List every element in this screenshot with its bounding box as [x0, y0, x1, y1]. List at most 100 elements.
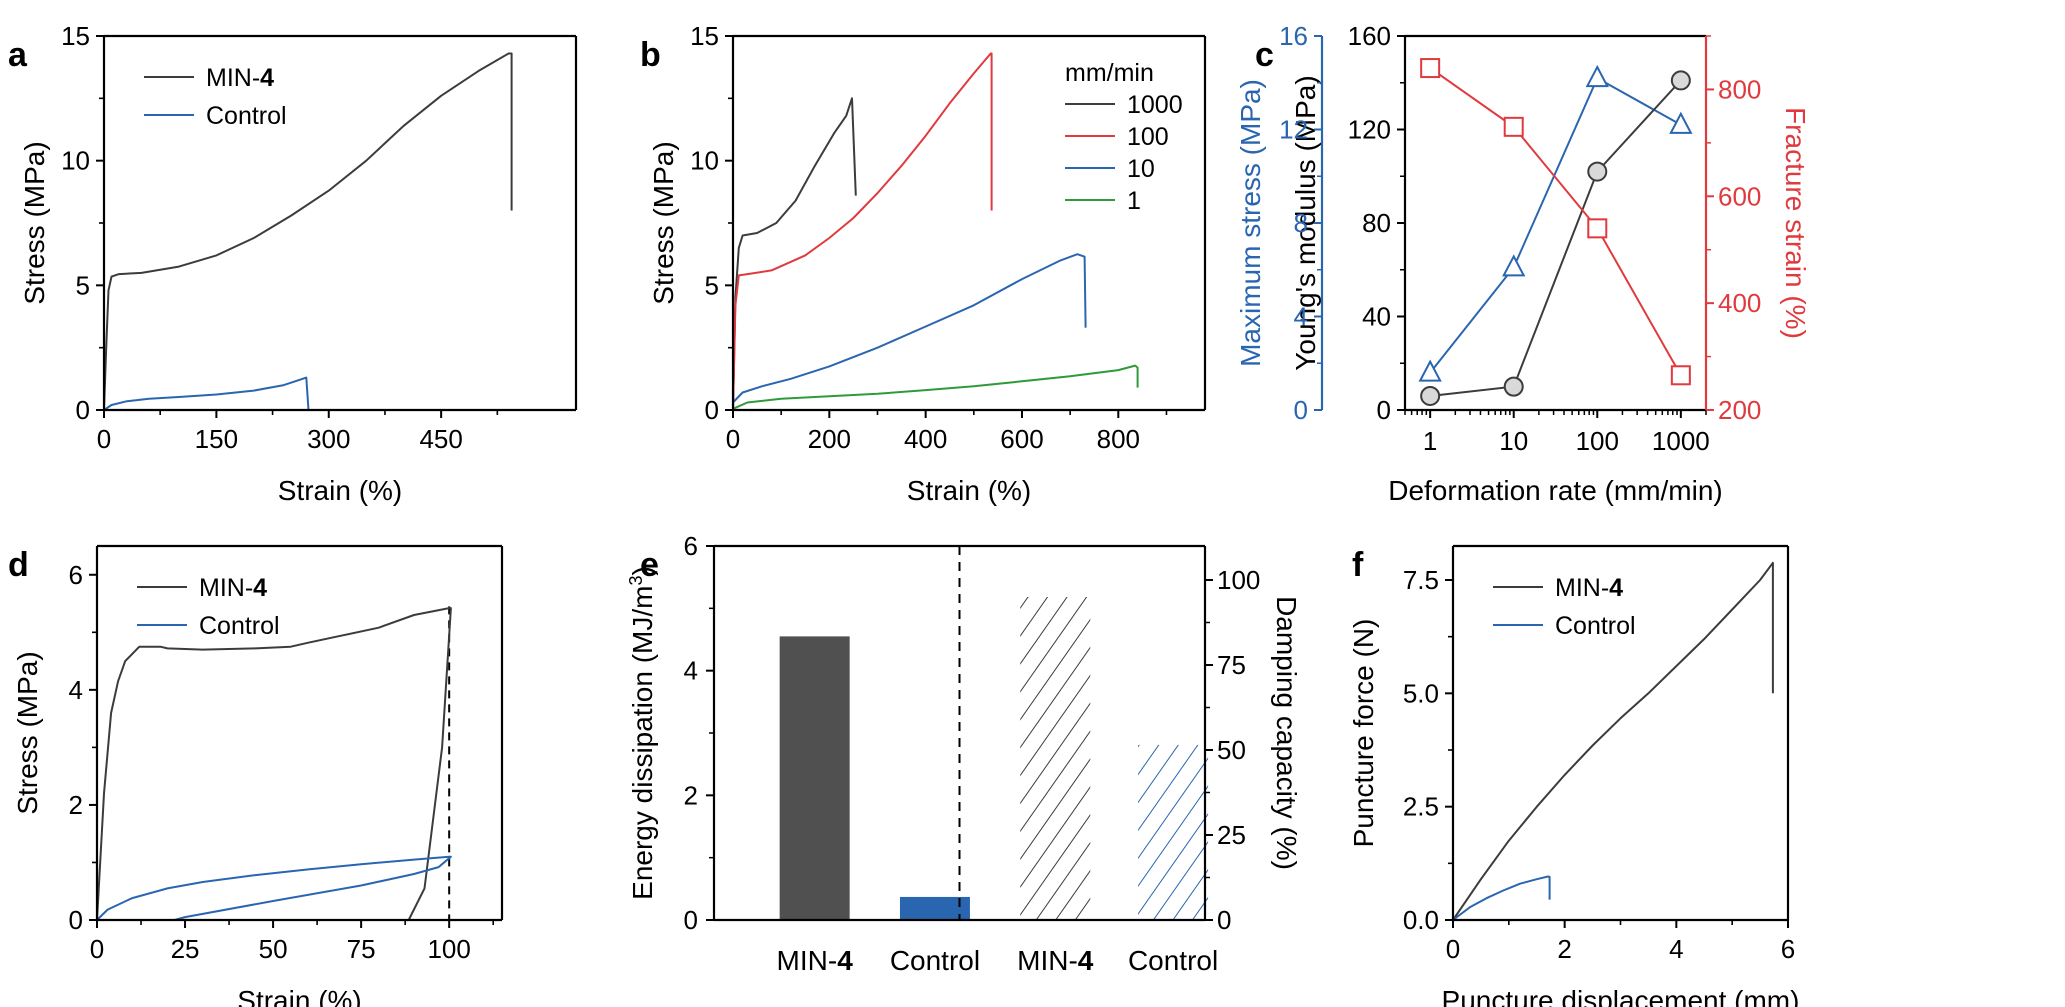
legend-label: 1000	[1127, 91, 1183, 119]
marker-square	[1420, 58, 1441, 79]
legend-entry: Control	[144, 102, 287, 130]
y-tick-label: 5.0	[1403, 678, 1439, 708]
panel-label: a	[8, 36, 28, 74]
y-tick-label: 4	[69, 675, 83, 705]
y-axis-title-text: Energy dissipation (MJ/m	[627, 586, 658, 900]
x-tick-label: 6	[1781, 934, 1795, 964]
legend-label: 100	[1127, 123, 1169, 151]
category-label-bold: 4	[837, 945, 853, 976]
x-tick-label: 0	[726, 424, 740, 454]
category-label: Control	[890, 945, 980, 976]
series-line-min-4	[103, 52, 513, 411]
category-label-text: MIN-	[1017, 945, 1078, 976]
legend-label-text: 1000	[1127, 91, 1183, 119]
y-tick-label: 4	[684, 656, 698, 686]
panel-f: f 0 2 4 6 0.0 2.5 5.0 7.5 Puncture displacement (…	[1348, 544, 1800, 1007]
category-label-text: Control	[1128, 945, 1218, 976]
category-label: MIN-4	[777, 945, 854, 976]
marker-triangle	[1669, 111, 1693, 134]
marker-triangle	[1418, 359, 1442, 382]
y-tick-label: 0	[76, 395, 90, 425]
series-line-min-4	[96, 607, 452, 921]
panel-label: c	[1255, 36, 1274, 74]
series-line-control	[103, 376, 310, 411]
series-line-1000	[732, 97, 857, 411]
series-line-1	[732, 364, 1139, 410]
x-tick-label: 600	[1000, 424, 1043, 454]
series-line-control	[1452, 875, 1551, 921]
max-stress-tick-label: 12	[1279, 115, 1308, 145]
legend-label-text: 10	[1127, 155, 1155, 183]
x-tick-label: 1	[1423, 426, 1437, 456]
y-tick-label: 2	[69, 790, 83, 820]
bar-damping-capacity	[1138, 744, 1209, 920]
legend-label: 10	[1127, 155, 1155, 183]
legend-label: MIN-4	[199, 574, 267, 602]
x-tick-label: 2	[1557, 934, 1571, 964]
series-line-max_stress	[1429, 76, 1682, 374]
legend-entry: MIN-4	[144, 64, 274, 92]
marker-square	[1587, 218, 1608, 239]
legend-label-bold: 4	[253, 574, 267, 602]
x-axis-title: Strain (%)	[237, 985, 361, 1007]
series-line-min-4	[1452, 561, 1774, 921]
fracture-tick-label: 400	[1718, 288, 1761, 318]
legend-label: Control	[1555, 612, 1636, 640]
fracture-tick-label: 200	[1718, 395, 1761, 425]
x-tick-label: 0	[1446, 934, 1460, 964]
series-line-100	[732, 52, 993, 411]
y2-tick-label: 25	[1217, 820, 1246, 850]
y-axis-title: Energy dissipation (MJ/m3)	[626, 566, 658, 900]
legend-entry: Control	[137, 612, 280, 640]
y-tick-label: 5	[76, 270, 90, 300]
y-axis-title-superscript: 3	[626, 575, 646, 585]
x-tick-label: 75	[347, 934, 376, 964]
legend-label-text: MIN-	[206, 64, 260, 92]
bar-energy-dissipation	[779, 636, 850, 920]
y-tick-label: 2	[684, 780, 698, 810]
y2-tick-label: 0	[1217, 905, 1231, 935]
x-axis-title: Strain (%)	[278, 475, 402, 506]
x-tick-label: 400	[904, 424, 947, 454]
legend-label-text: Control	[1555, 612, 1636, 640]
y-tick-label: 15	[690, 21, 719, 51]
x-tick-label: 4	[1669, 934, 1683, 964]
legend-entry: MIN-4	[1493, 574, 1623, 602]
legend-entry: MIN-4	[137, 574, 267, 602]
legend-label-text: Control	[206, 102, 287, 130]
x-tick-label: 1000	[1652, 426, 1710, 456]
x-axis-title: Strain (%)	[907, 475, 1031, 506]
max-stress-tick-label: 16	[1279, 21, 1308, 51]
x-tick-label: 800	[1097, 424, 1140, 454]
legend-entry: 10	[1065, 155, 1155, 183]
series-line-fracture	[1429, 67, 1682, 376]
legend-entry: 1	[1065, 187, 1141, 215]
series-line-control	[96, 855, 452, 921]
category-label: Control	[1128, 945, 1218, 976]
y2-axis-title: Damping capacity (%)	[1271, 596, 1302, 870]
marker-circle	[1670, 70, 1691, 91]
marker-circle	[1587, 161, 1608, 182]
category-label-text: Control	[890, 945, 980, 976]
y-tick-label: 2.5	[1403, 792, 1439, 822]
fracture-tick-label: 600	[1718, 181, 1761, 211]
panel-d: d 0 25 50 75 100 0 2 4 6 Strain (%) Stress (MPa) MIN…	[8, 544, 504, 1007]
y-tick-label: 6	[684, 531, 698, 561]
panel-a: a 0 150 300 450 0 5 10 15 Strain (%) Stress (MPa) M…	[8, 21, 578, 506]
x-tick-label: 450	[419, 424, 462, 454]
x-tick-label: 10	[1499, 426, 1528, 456]
category-label-text: MIN-	[777, 945, 838, 976]
x-axis-title: Puncture displacement (mm)	[1442, 985, 1800, 1007]
legend-label: MIN-4	[206, 64, 274, 92]
y-tick-label: 5	[705, 270, 719, 300]
panel-label: d	[8, 546, 29, 584]
x-tick-label: 300	[307, 424, 350, 454]
category-label-bold: 4	[1078, 945, 1094, 976]
x-tick-label: 150	[195, 424, 238, 454]
y-tick-label: 0	[705, 395, 719, 425]
y-tick-label: 6	[69, 560, 83, 590]
y-tick-label: 0	[684, 905, 698, 935]
x-tick-label: 100	[1576, 426, 1619, 456]
